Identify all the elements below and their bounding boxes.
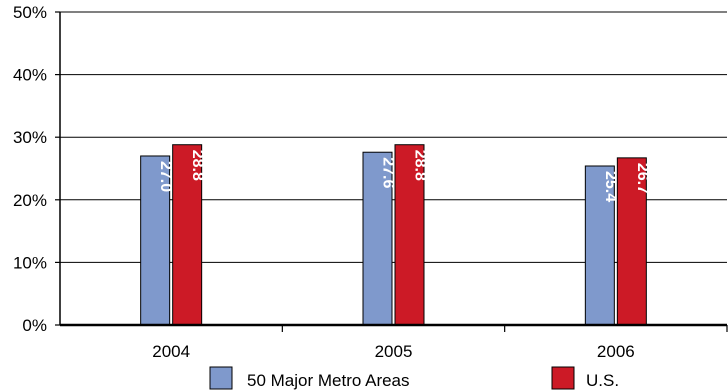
legend-label: U.S. xyxy=(586,371,619,390)
bar-metro xyxy=(362,151,393,326)
bar-value-label: 28.8 xyxy=(189,150,206,181)
bar-value-label: 27.6 xyxy=(380,157,397,188)
y-tick-label: 10% xyxy=(13,253,47,272)
legend-swatch xyxy=(551,366,575,390)
legend-label: 50 Major Metro Areas xyxy=(247,371,410,390)
y-tick-label: 0% xyxy=(22,316,47,335)
bar-metro xyxy=(584,165,615,326)
bar-us xyxy=(394,144,425,326)
y-axis-ticks: 0% 10% 20% 30% 40% 50% xyxy=(13,3,60,335)
x-category-label: 2005 xyxy=(375,342,413,361)
bar-metro xyxy=(140,155,171,326)
x-category-label: 2004 xyxy=(152,342,190,361)
gridlines xyxy=(60,11,727,263)
legend: 50 Major Metro Areas U.S. xyxy=(209,366,619,390)
bars: 27.0 28.8 27.6 28.8 25.4 26.7 xyxy=(140,144,651,326)
bar-us xyxy=(172,144,203,326)
axes xyxy=(59,12,727,327)
bar-value-label: 25.4 xyxy=(602,171,619,202)
x-axis-ticks: 2004 2005 2006 xyxy=(152,325,728,361)
bar-value-label: 28.8 xyxy=(412,150,429,181)
y-tick-label: 20% xyxy=(13,191,47,210)
y-tick-label: 50% xyxy=(13,3,47,22)
bar-value-label: 27.0 xyxy=(157,161,174,192)
x-category-label: 2006 xyxy=(597,342,635,361)
legend-swatch xyxy=(209,366,233,390)
y-tick-label: 30% xyxy=(13,128,47,147)
y-tick-label: 40% xyxy=(13,66,47,85)
bar-value-label: 26.7 xyxy=(634,163,651,194)
bar-us xyxy=(616,157,647,326)
